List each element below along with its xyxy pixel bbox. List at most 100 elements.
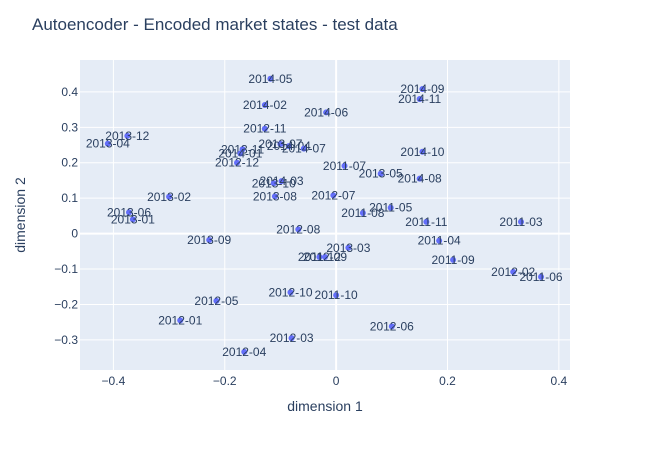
point-marker — [450, 256, 457, 263]
point-marker — [206, 236, 213, 243]
data-point: 2012-06 — [370, 319, 414, 333]
point-marker — [270, 180, 277, 187]
y-axis-ticks: −0.3 −0.2 −0.1 0 0.1 0.2 0.3 0.4 — [54, 85, 78, 347]
point-marker — [423, 218, 430, 225]
point-marker — [129, 216, 136, 223]
data-point: 2014-06 — [304, 105, 348, 119]
y-tick-label: −0.3 — [54, 333, 78, 347]
point-label: 2014-05 — [248, 72, 292, 86]
x-tick-label: 0.4 — [551, 374, 568, 388]
point-label: 2012-03 — [270, 331, 314, 345]
point-label: 2014-02 — [243, 98, 287, 112]
point-label: 2012-08 — [276, 222, 320, 236]
data-point: 2013-12 — [105, 129, 149, 143]
y-tick-label: −0.1 — [54, 262, 78, 276]
data-point: 2012-02 — [491, 265, 535, 279]
data-point: 2014-11 — [398, 92, 441, 106]
data-point: 2012-12 — [215, 156, 259, 170]
point-marker — [124, 132, 131, 139]
point-label: 2013-02 — [147, 190, 191, 204]
data-point: 2014-10 — [400, 145, 444, 159]
point-marker — [300, 145, 307, 152]
point-marker — [316, 253, 323, 260]
point-marker — [288, 335, 295, 342]
data-point: 2013-10 — [252, 176, 296, 190]
point-marker — [359, 210, 366, 217]
point-marker — [261, 125, 268, 132]
point-label: 2013-05 — [359, 167, 403, 181]
point-label: 2011-06 — [519, 270, 562, 284]
point-marker — [330, 192, 337, 199]
point-label: 2012-02 — [491, 265, 535, 279]
point-marker — [538, 273, 545, 280]
point-label: 2014-07 — [282, 142, 326, 156]
point-marker — [387, 204, 394, 211]
point-marker — [419, 148, 426, 155]
point-marker — [518, 218, 524, 225]
point-marker — [237, 150, 244, 157]
data-point: 2011-05 — [369, 201, 412, 215]
point-marker — [388, 323, 395, 330]
point-marker — [345, 244, 352, 251]
data-point: 2013-02 — [147, 190, 191, 204]
x-tick-label: 0.2 — [439, 374, 456, 388]
data-point: 2011-10 — [315, 288, 358, 302]
point-label: 2012-04 — [222, 345, 266, 359]
point-label: 2011-03 — [499, 215, 542, 229]
data-point: 2012-05 — [194, 294, 238, 308]
data-point: 2013-08 — [253, 189, 297, 203]
x-axis-ticks: −0.4 −0.2 0 0.2 0.4 — [102, 374, 568, 388]
point-label: 2012-05 — [194, 294, 238, 308]
data-point: 2011-11 — [405, 215, 448, 229]
point-label: 2011-04 — [418, 234, 461, 248]
data-point: 2011-07 — [323, 159, 366, 173]
point-marker — [510, 268, 517, 275]
data-point: 2014-05 — [248, 72, 292, 86]
point-label: 2014-01 — [218, 147, 262, 161]
point-label: 2013-11 — [221, 142, 264, 156]
point-marker — [416, 175, 423, 182]
data-point: 2011-08 — [341, 206, 384, 220]
point-label: 2012-01 — [158, 313, 202, 327]
point-label: 2011-05 — [369, 201, 412, 215]
point-label: 2012-10 — [268, 285, 312, 299]
point-marker — [177, 317, 184, 324]
point-marker — [323, 109, 330, 116]
point-marker — [285, 143, 292, 150]
point-marker — [416, 95, 423, 102]
data-point: 2011-06 — [519, 270, 562, 284]
point-label: 2012-12 — [215, 156, 259, 170]
point-label: 2014-09 — [400, 82, 444, 96]
point-label: 2013-01 — [111, 212, 155, 226]
x-tick-label: 0 — [333, 374, 340, 388]
x-tick-label: −0.2 — [213, 374, 237, 388]
point-marker — [419, 86, 426, 93]
y-axis-title: dimension 2 — [12, 177, 28, 253]
point-label: 2011-11 — [405, 215, 448, 229]
point-label: 2011-09 — [431, 253, 474, 267]
point-marker — [295, 226, 302, 233]
point-label: 2012-06 — [370, 319, 414, 333]
point-label: 2014-08 — [398, 172, 442, 186]
point-marker — [436, 237, 443, 244]
data-point: 2012-11 — [243, 122, 286, 136]
data-point: 2012-09 — [303, 250, 347, 264]
point-marker — [126, 209, 132, 216]
point-label: 2012-07 — [311, 188, 355, 202]
point-marker — [213, 297, 220, 304]
point-label: 2014-04 — [267, 139, 311, 153]
point-label: 2013-07 — [258, 137, 302, 151]
point-marker — [104, 140, 111, 147]
point-label: 2012-11 — [243, 122, 286, 136]
point-label: 2013-04 — [86, 137, 130, 151]
point-label: 2011-10 — [315, 288, 358, 302]
point-label: 2014-10 — [400, 145, 444, 159]
gridlines — [80, 60, 570, 370]
point-marker — [267, 75, 274, 82]
data-point: 2012-08 — [276, 222, 320, 236]
point-marker — [261, 101, 268, 108]
point-marker — [271, 193, 278, 200]
point-label: 2011-07 — [323, 159, 366, 173]
